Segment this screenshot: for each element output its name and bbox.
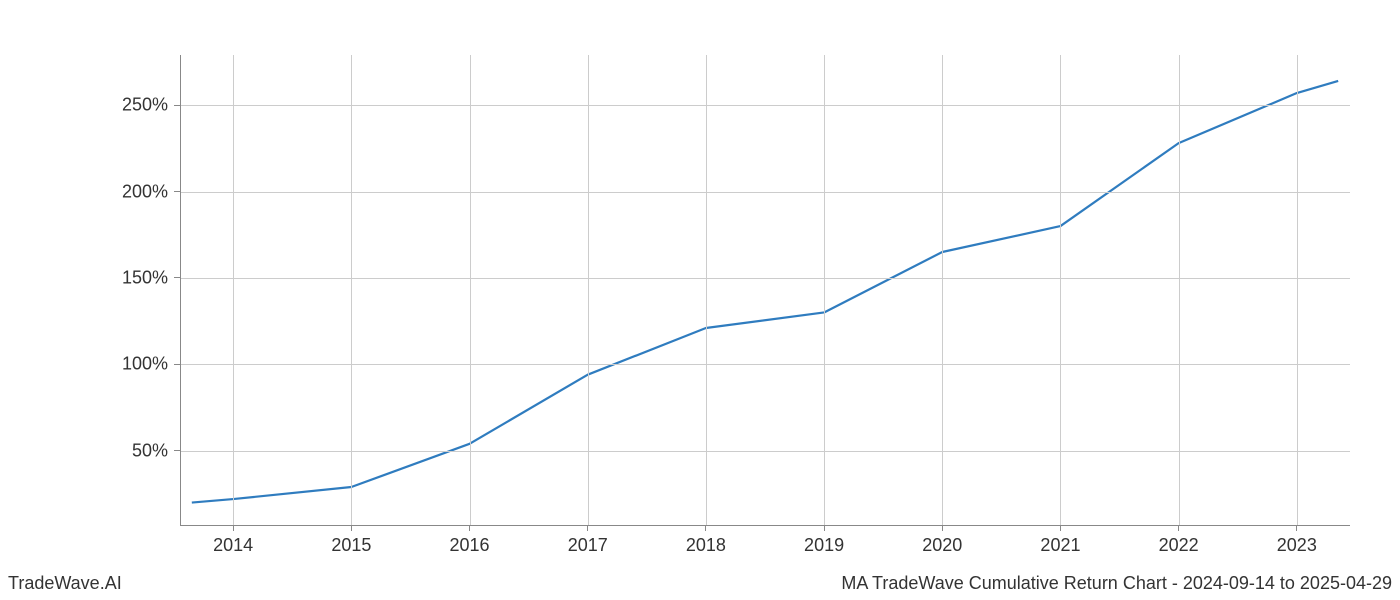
- x-tick-label: 2018: [686, 535, 726, 556]
- x-tick-label: 2015: [331, 535, 371, 556]
- grid-line-horizontal: [180, 105, 1350, 106]
- x-tick-label: 2021: [1040, 535, 1080, 556]
- footer-right-label: MA TradeWave Cumulative Return Chart - 2…: [841, 573, 1392, 594]
- x-tick-label: 2017: [568, 535, 608, 556]
- plot-area: [180, 55, 1350, 525]
- return-line: [192, 81, 1338, 503]
- grid-line-horizontal: [180, 364, 1350, 365]
- footer-left-label: TradeWave.AI: [8, 573, 122, 594]
- x-tick-label: 2019: [804, 535, 844, 556]
- y-tick-label: 150%: [122, 267, 168, 288]
- y-tick-label: 250%: [122, 95, 168, 116]
- grid-line-vertical: [351, 55, 352, 525]
- y-axis-spine: [180, 55, 181, 525]
- grid-line-vertical: [942, 55, 943, 525]
- y-tick-label: 50%: [132, 440, 168, 461]
- grid-line-horizontal: [180, 192, 1350, 193]
- grid-line-vertical: [706, 55, 707, 525]
- chart-container: TradeWave.AI MA TradeWave Cumulative Ret…: [0, 0, 1400, 600]
- x-tick-label: 2016: [450, 535, 490, 556]
- grid-line-vertical: [233, 55, 234, 525]
- x-tick-label: 2020: [922, 535, 962, 556]
- x-tick-label: 2023: [1277, 535, 1317, 556]
- grid-line-horizontal: [180, 451, 1350, 452]
- grid-line-vertical: [1179, 55, 1180, 525]
- grid-line-vertical: [588, 55, 589, 525]
- x-tick-label: 2022: [1159, 535, 1199, 556]
- grid-line-vertical: [1060, 55, 1061, 525]
- grid-line-vertical: [470, 55, 471, 525]
- x-axis-spine: [180, 525, 1350, 526]
- line-series: [180, 55, 1350, 525]
- x-tick-label: 2014: [213, 535, 253, 556]
- y-tick-label: 100%: [122, 354, 168, 375]
- grid-line-vertical: [1297, 55, 1298, 525]
- grid-line-horizontal: [180, 278, 1350, 279]
- y-tick-label: 200%: [122, 181, 168, 202]
- grid-line-vertical: [824, 55, 825, 525]
